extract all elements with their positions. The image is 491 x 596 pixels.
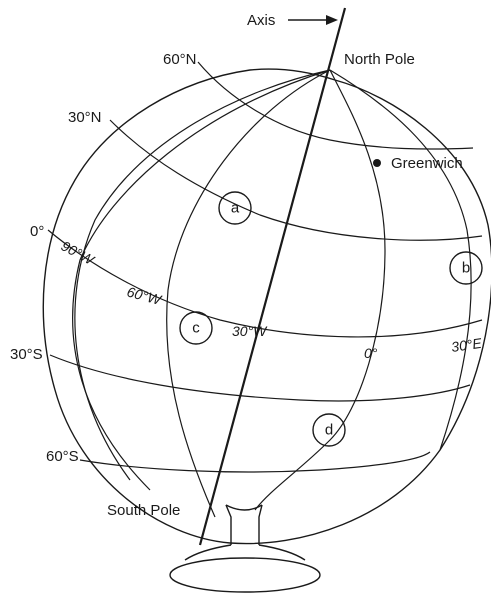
lat-30n-label: 30°N — [68, 109, 102, 126]
longitude-line-60w — [166, 69, 331, 518]
axis-arrowhead — [326, 15, 338, 25]
lat-60n-label: 60°N — [163, 51, 197, 68]
lat-60s-label: 60°S — [46, 448, 79, 465]
marker-d: d — [312, 413, 346, 447]
latitude-lines — [47, 61, 483, 473]
earth-axis — [198, 7, 347, 546]
north-pole-label: North Pole — [344, 51, 415, 68]
globe-outline — [42, 68, 491, 545]
lon-30e-label: 30°E — [450, 335, 483, 355]
svg-text:a: a — [231, 200, 240, 217]
longitude-line-90w — [72, 69, 331, 491]
longitude-line-30e — [329, 69, 472, 451]
south-pole-label: South Pole — [107, 502, 180, 519]
lon-30w-label: 30°W — [232, 323, 268, 339]
svg-text:c: c — [192, 320, 200, 337]
lon-0-label: 0° — [364, 345, 378, 361]
latitude-line-0 — [47, 229, 483, 338]
marker-b: b — [449, 251, 483, 285]
latitude-line-60n — [197, 61, 474, 150]
marker-c: c — [179, 311, 213, 345]
globe-stand — [169, 504, 321, 593]
lat-0-label: 0° — [30, 223, 44, 240]
lon-60w-label: 60°W — [125, 283, 164, 308]
svg-text:d: d — [325, 422, 333, 439]
greenwich-dot — [373, 159, 381, 167]
marker-a: a — [218, 191, 252, 225]
greenwich-label: Greenwich — [391, 155, 463, 172]
longitude-lines — [72, 69, 472, 518]
svg-text:b: b — [462, 260, 470, 277]
axis-label: Axis — [247, 12, 275, 29]
latitude-line-30n — [109, 119, 483, 241]
lat-30s-label: 30°S — [10, 346, 43, 363]
latitude-line-60s — [79, 451, 431, 473]
longitude-line-0 — [254, 69, 386, 511]
lon-90w-label: 90°W — [59, 238, 98, 269]
latitude-line-30s — [49, 354, 471, 402]
